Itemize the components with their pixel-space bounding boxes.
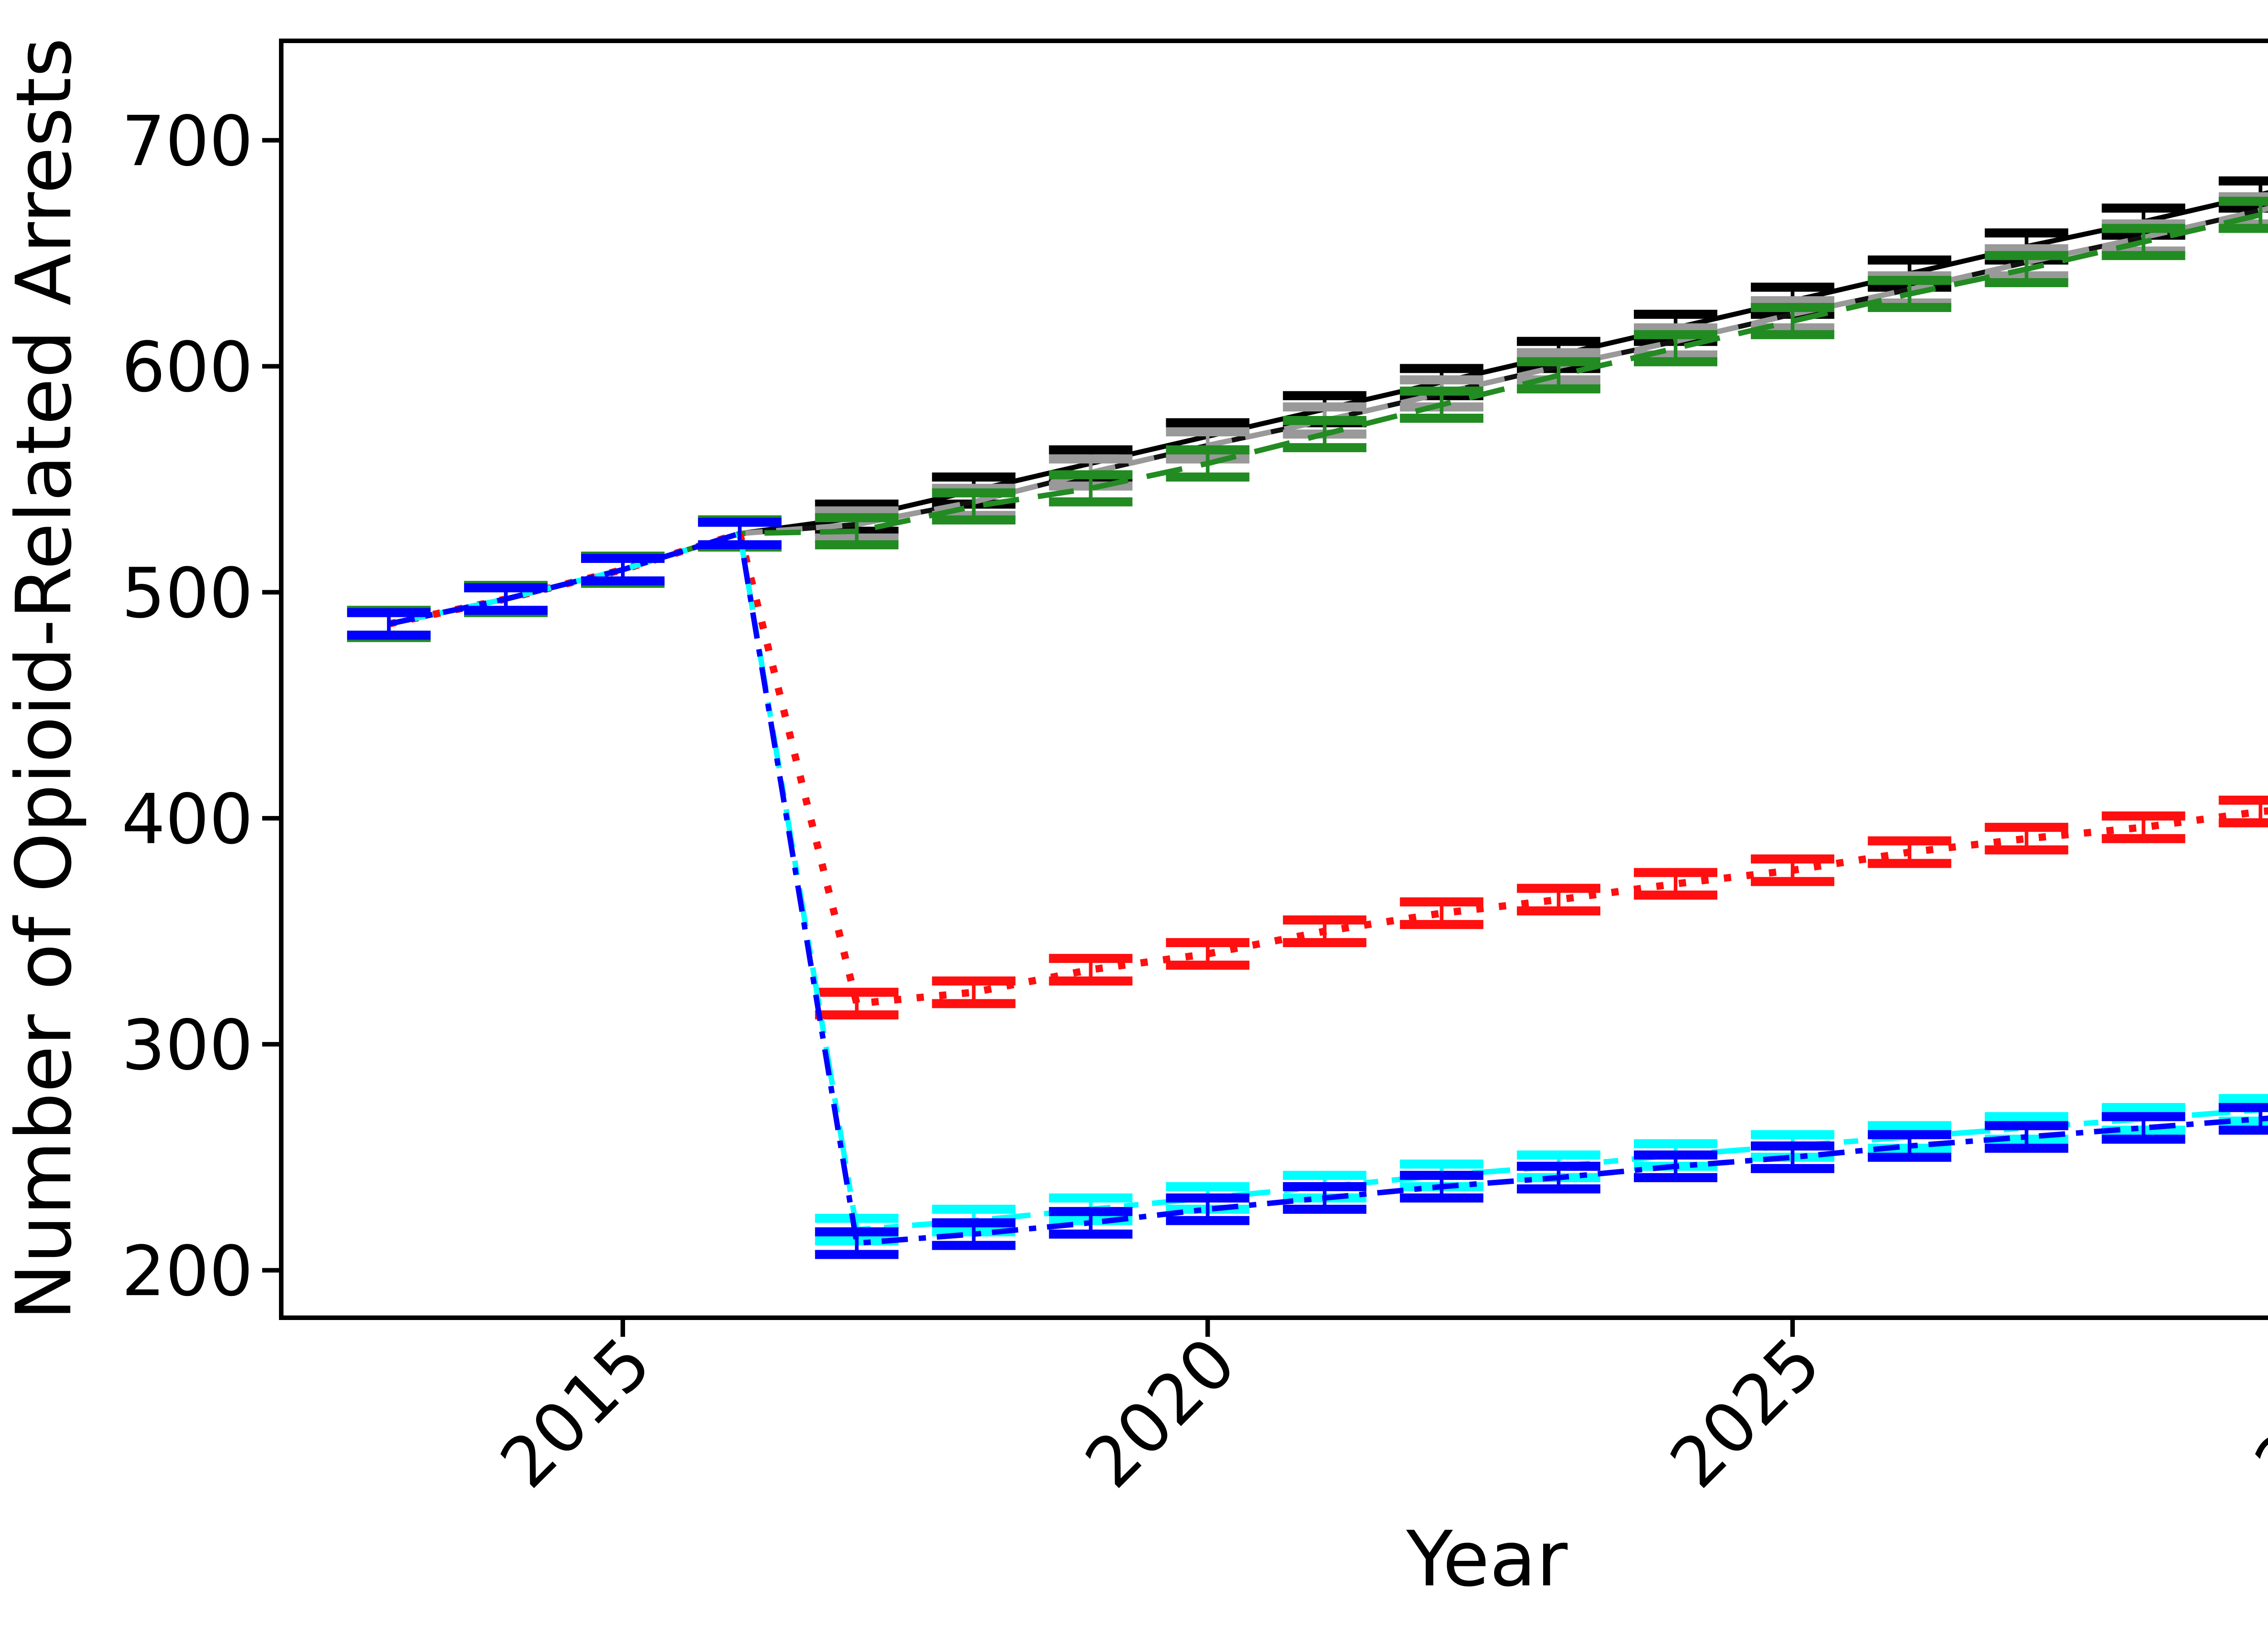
- x-tick-label: 2015: [485, 1322, 666, 1503]
- series-line: [388, 205, 2268, 627]
- series-underlay-line: [388, 206, 2268, 626]
- x-tick-label: 2020: [1070, 1322, 1251, 1503]
- x-tick-label: 2025: [1655, 1322, 1836, 1503]
- plot-border: [279, 39, 2268, 1320]
- y-tick-label: 400: [122, 779, 253, 860]
- y-tick-label: 700: [122, 101, 253, 181]
- x-axis-label: Year: [1406, 1515, 1568, 1604]
- series-line: [388, 190, 2268, 626]
- y-axis-label: Number of Opioid-Related Arrests: [0, 38, 88, 1320]
- y-tick-label: 500: [122, 553, 253, 633]
- series-line: [388, 530, 2268, 1233]
- series-line: [388, 528, 2268, 1008]
- series-red-dotted-projection: [347, 518, 2268, 1020]
- series-line: [388, 210, 2268, 627]
- y-tick-label: 200: [122, 1231, 253, 1311]
- series-line: [388, 530, 2268, 1247]
- series-cyan-dash-dot-projection: [347, 518, 2268, 1246]
- series-lines: [347, 176, 2268, 1259]
- axes: [262, 39, 2268, 1337]
- x-tick-label: 2030: [2240, 1322, 2268, 1503]
- y-tick-label: 600: [122, 327, 253, 407]
- y-tick-label: 300: [122, 1005, 253, 1085]
- series-blue-dash-dot-projection: [347, 518, 2268, 1259]
